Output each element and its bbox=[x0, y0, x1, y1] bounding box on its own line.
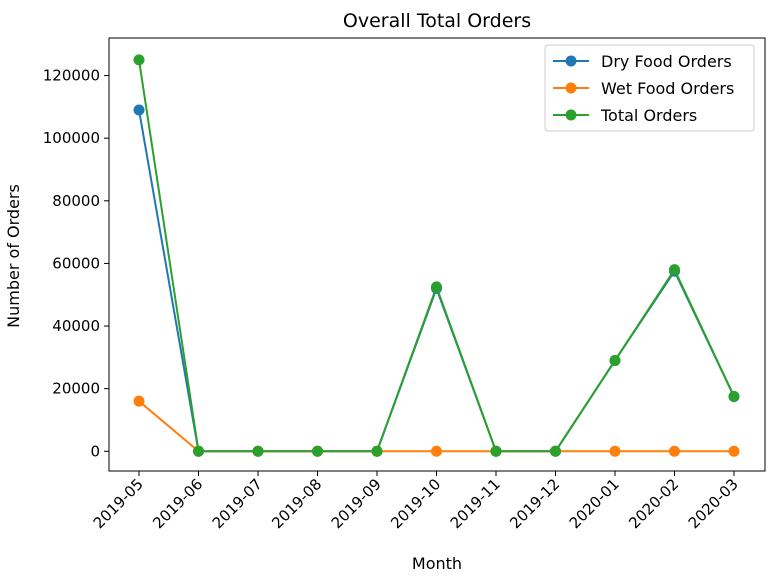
series-3 bbox=[133, 54, 740, 457]
legend-swatch-marker bbox=[565, 109, 577, 121]
x-tick-label: 2019-12 bbox=[506, 475, 563, 532]
legend-label: Wet Food Orders bbox=[601, 79, 734, 98]
legend-item: Dry Food Orders bbox=[553, 52, 732, 71]
data-point bbox=[133, 104, 145, 116]
y-tick-label: 40000 bbox=[52, 317, 100, 335]
legend-swatch-marker bbox=[565, 55, 577, 67]
y-tick-label: 80000 bbox=[52, 192, 100, 210]
data-point bbox=[133, 54, 145, 66]
legend-label: Total Orders bbox=[600, 106, 697, 125]
data-point bbox=[431, 445, 442, 457]
data-point bbox=[728, 445, 740, 457]
y-tick-label: 120000 bbox=[43, 67, 100, 85]
x-tick-label: 2019-07 bbox=[209, 475, 266, 532]
data-point bbox=[252, 445, 264, 457]
data-point bbox=[669, 445, 680, 457]
data-point bbox=[669, 264, 680, 276]
legend-item: Wet Food Orders bbox=[553, 79, 734, 98]
series-2 bbox=[133, 395, 740, 457]
x-tick-label: 2019-10 bbox=[387, 475, 444, 532]
x-tick-label: 2019-11 bbox=[447, 475, 504, 532]
y-tick-label: 0 bbox=[90, 442, 100, 460]
x-axis-ticks: 2019-05 2019-06 2019-07 2019-08 2019-09 2019-… bbox=[90, 471, 742, 532]
series-lines bbox=[133, 54, 740, 457]
x-axis-label: Month bbox=[412, 554, 462, 573]
data-point bbox=[193, 445, 204, 457]
y-axis-ticks: 0 20000 40000 60000 80000 100000 120000 bbox=[43, 67, 109, 460]
x-tick-label: 2020-02 bbox=[625, 475, 682, 532]
data-point bbox=[609, 354, 621, 366]
x-tick-label: 2019-06 bbox=[149, 475, 206, 532]
y-tick-label: 60000 bbox=[52, 254, 100, 272]
data-point bbox=[490, 445, 502, 457]
legend: Dry Food Orders Wet Food Orders Total Orde… bbox=[544, 44, 755, 132]
legend-item: Total Orders bbox=[553, 106, 697, 125]
x-tick-label: 2020-03 bbox=[685, 475, 742, 532]
y-tick-label: 20000 bbox=[52, 380, 100, 398]
y-tick-label: 100000 bbox=[43, 129, 100, 147]
x-tick-label: 2019-05 bbox=[90, 475, 147, 532]
legend-label: Dry Food Orders bbox=[601, 52, 732, 71]
data-point bbox=[133, 395, 145, 407]
series-1 bbox=[133, 104, 740, 457]
legend-swatch-marker bbox=[565, 82, 577, 94]
chart-title: Overall Total Orders bbox=[343, 10, 531, 32]
data-point bbox=[371, 445, 383, 457]
x-tick-label: 2020-01 bbox=[566, 475, 623, 532]
data-point bbox=[431, 281, 442, 293]
data-point bbox=[550, 445, 561, 457]
data-point bbox=[609, 445, 621, 457]
data-point bbox=[312, 445, 323, 457]
legend-box bbox=[544, 44, 755, 132]
x-tick-label: 2019-09 bbox=[328, 475, 385, 532]
series-line bbox=[138, 109, 735, 453]
x-tick-label: 2019-08 bbox=[268, 475, 325, 532]
y-axis-label: Number of Orders bbox=[4, 184, 23, 328]
data-point bbox=[728, 390, 740, 402]
series-line bbox=[138, 400, 734, 453]
